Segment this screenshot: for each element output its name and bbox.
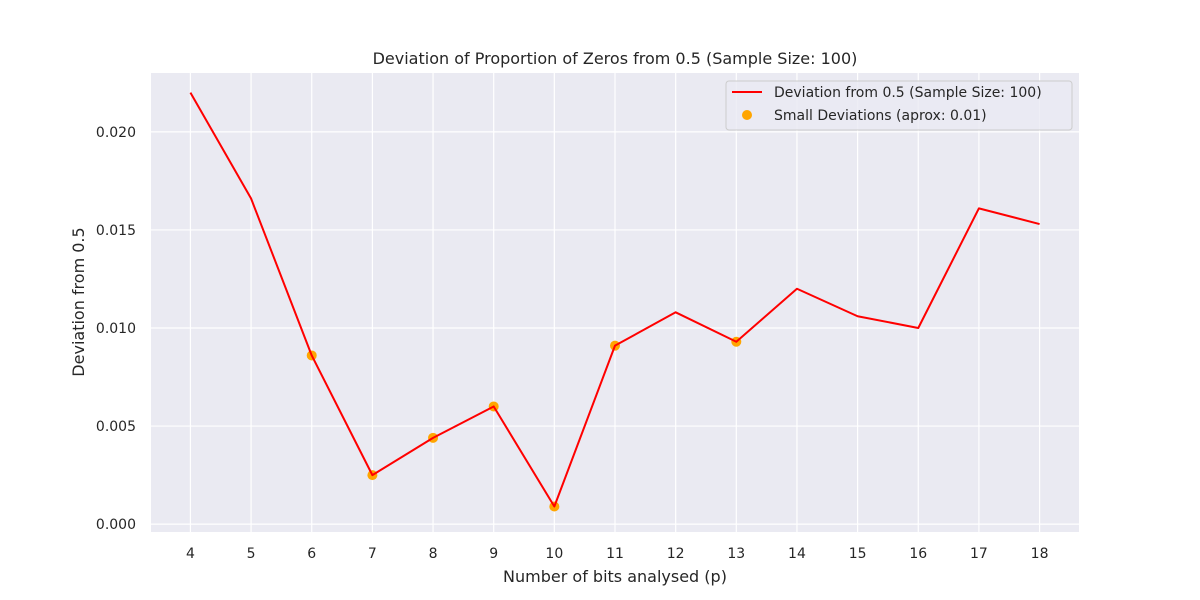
x-tick-label: 17 bbox=[970, 546, 988, 562]
legend-box bbox=[725, 80, 1073, 131]
x-tick-label: 9 bbox=[489, 546, 498, 562]
x-tick-label: 12 bbox=[667, 546, 685, 562]
legend-entry-scatter: Small Deviations (aprox: 0.01) bbox=[774, 108, 987, 124]
x-tick-label: 10 bbox=[545, 546, 563, 562]
y-axis-ticks: 0.000 0.005 0.010 0.015 0.020 bbox=[96, 125, 136, 533]
legend: Deviation from 0.5 (Sample Size: 100) Sm… bbox=[725, 80, 1073, 131]
x-tick-label: 16 bbox=[909, 546, 927, 562]
x-tick-label: 18 bbox=[1031, 546, 1049, 562]
x-tick-label: 6 bbox=[307, 546, 316, 562]
x-tick-label: 11 bbox=[606, 546, 624, 562]
y-tick-label: 0.010 bbox=[96, 321, 136, 337]
y-tick-label: 0.005 bbox=[96, 419, 136, 435]
series-layer bbox=[189, 92, 1040, 512]
x-tick-label: 8 bbox=[429, 546, 438, 562]
y-axis-label: Deviation from 0.5 bbox=[69, 227, 88, 376]
chart-title: Deviation of Proportion of Zeros from 0.… bbox=[373, 49, 858, 68]
x-tick-label: 14 bbox=[788, 546, 806, 562]
x-tick-label: 13 bbox=[727, 546, 745, 562]
legend-entry-line: Deviation from 0.5 (Sample Size: 100) bbox=[774, 85, 1042, 101]
x-axis-label: Number of bits analysed (p) bbox=[503, 567, 727, 586]
x-tick-label: 15 bbox=[849, 546, 867, 562]
x-tick-label: 5 bbox=[247, 546, 256, 562]
x-tick-label: 4 bbox=[186, 546, 195, 562]
x-tick-label: 7 bbox=[368, 546, 377, 562]
series-line bbox=[189, 92, 1040, 508]
y-tick-label: 0.020 bbox=[96, 125, 136, 141]
y-tick-label: 0.015 bbox=[96, 223, 136, 239]
y-tick-label: 0.000 bbox=[96, 517, 136, 533]
x-axis-ticks: 4 5 6 7 8 9 10 11 12 13 14 15 16 17 18 bbox=[186, 546, 1049, 562]
grid-lines bbox=[151, 73, 1079, 532]
legend-marker-swatch bbox=[742, 110, 752, 120]
